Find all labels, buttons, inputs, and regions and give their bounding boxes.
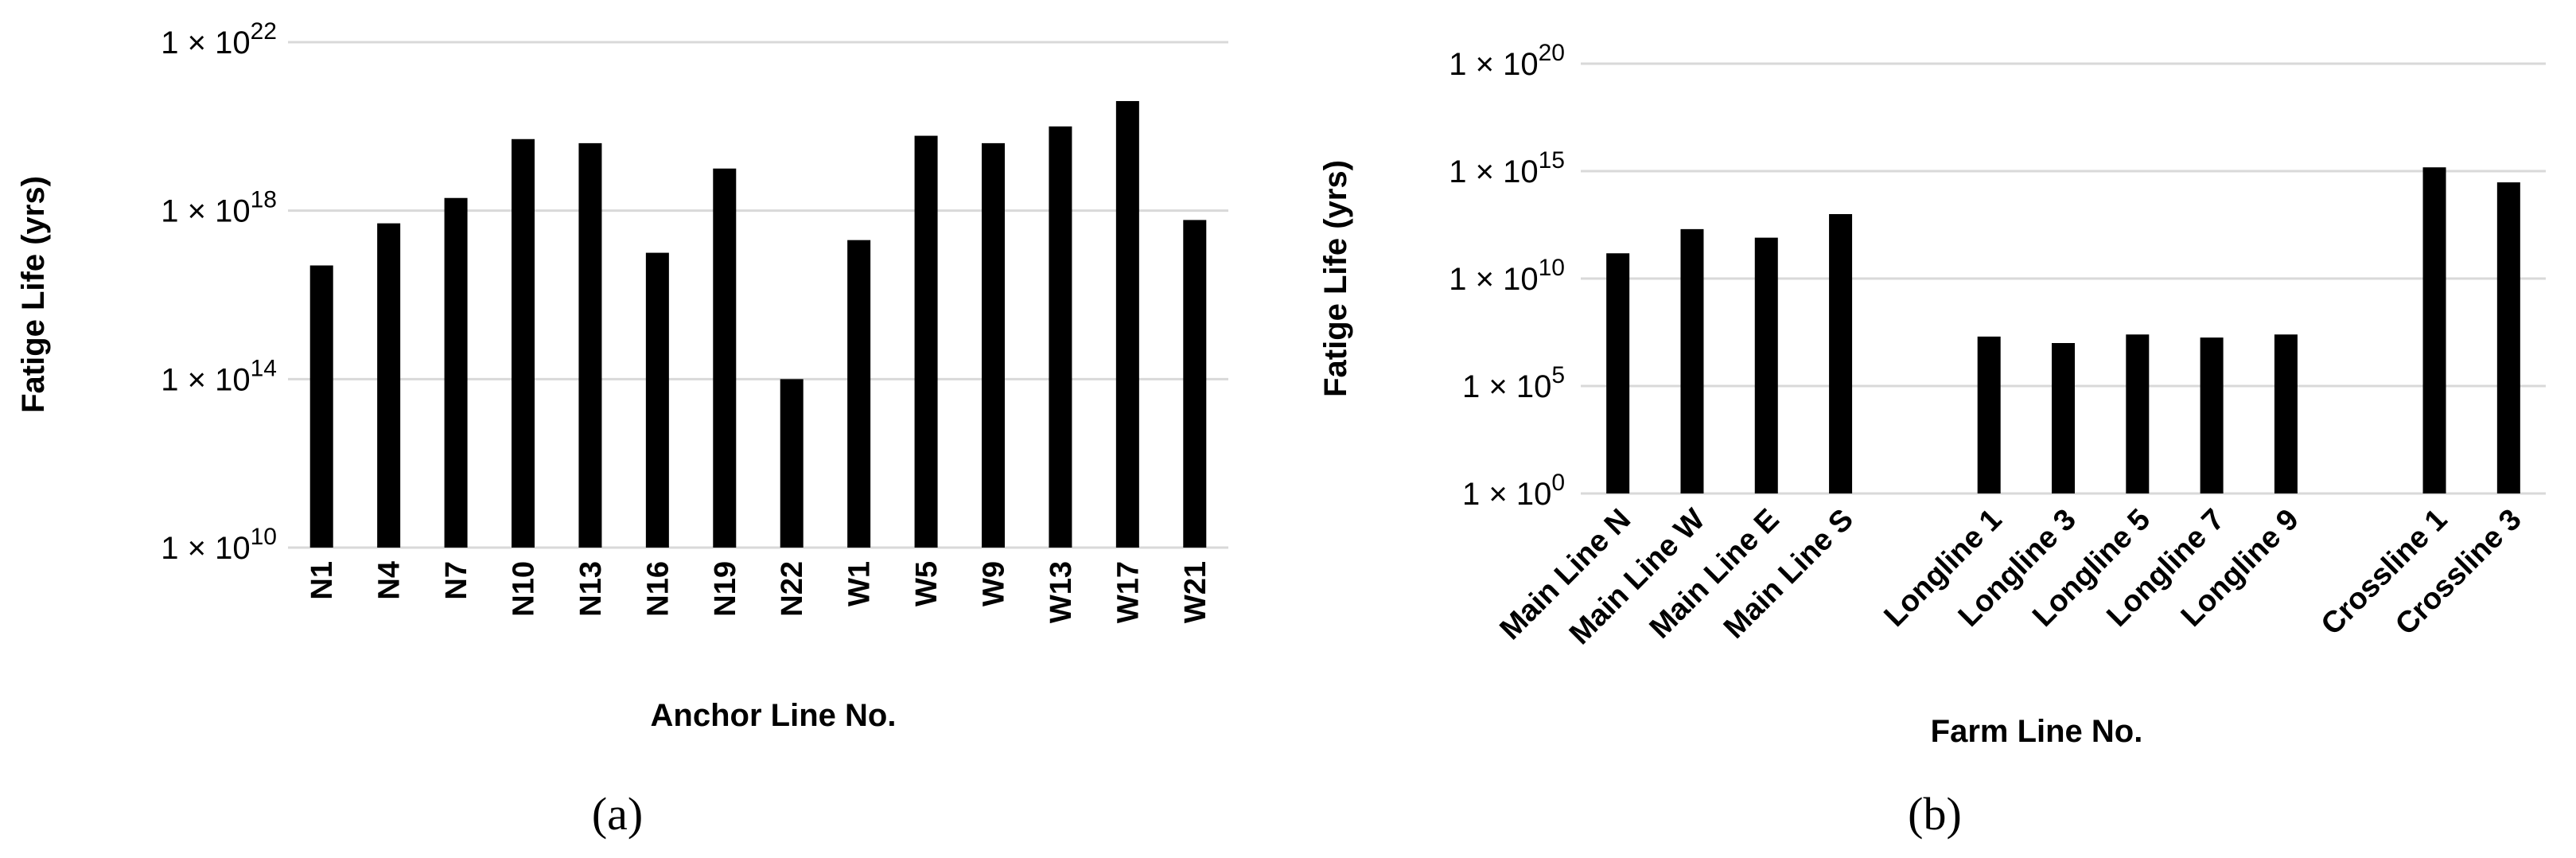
bar-longline-1	[1977, 336, 2001, 493]
y-tick-label: 1 × 1022	[161, 18, 277, 60]
x-tick-label: W5	[910, 561, 944, 606]
bar-n10	[512, 138, 535, 548]
y-tick-label: 1 × 105	[1462, 362, 1565, 404]
y-axis-title: Fatige Life (yrs)	[1318, 160, 1353, 397]
bar-crossline-1	[2422, 167, 2446, 493]
bar-main-line-w	[1680, 228, 1704, 493]
panel-caption-a: (a)	[592, 788, 643, 840]
chart-panel-b: 1 × 100 1 × 105 1 × 1010 1 × 1015 1 × 1020 Ma…	[1318, 40, 2546, 749]
bar-n7	[444, 197, 468, 548]
x-tick-label: N10	[508, 561, 541, 617]
bar-n19	[713, 168, 737, 548]
bar-crossline-3	[2496, 182, 2520, 493]
panel-caption-b: (b)	[1908, 788, 1962, 840]
x-tick-label: N1	[305, 561, 339, 600]
x-tick-label: W17	[1111, 561, 1145, 623]
y-tick-label: 1 × 1018	[161, 187, 277, 229]
bar-w5	[914, 135, 938, 548]
bar-longline-3	[2052, 343, 2075, 493]
bar-main-line-e	[1754, 237, 1778, 493]
bar-n4	[377, 223, 401, 548]
x-tick-label: N19	[709, 561, 742, 617]
bar-n13	[578, 142, 602, 548]
y-tick-label: 1 × 1015	[1449, 147, 1565, 189]
bar-w9	[982, 142, 1005, 548]
x-tick-label: W1	[843, 561, 877, 606]
y-tick-label: 1 × 1020	[1449, 40, 1565, 82]
bar-w21	[1183, 220, 1207, 548]
x-tick-label: N16	[641, 561, 675, 617]
x-tick-label: W9	[978, 561, 1011, 606]
x-tick-label: N7	[440, 561, 473, 600]
bar-n16	[645, 252, 669, 548]
x-tick-label: W13	[1045, 561, 1078, 623]
bar-n22	[780, 379, 804, 548]
bar-longline-5	[2126, 334, 2150, 493]
y-axis-title: Fatige Life (yrs)	[16, 176, 51, 413]
bar-main-line-n	[1606, 253, 1630, 493]
bar-longline-7	[2200, 337, 2224, 493]
y-tick-label: 1 × 100	[1462, 470, 1565, 512]
x-tick-label: N13	[574, 561, 608, 617]
bar-n1	[309, 265, 333, 548]
x-axis-title: Farm Line No.	[1931, 714, 2143, 749]
x-tick-label: N22	[776, 561, 809, 617]
y-tick-label: 1 × 1010	[161, 524, 277, 566]
bar-w13	[1049, 126, 1072, 548]
bar-w1	[847, 240, 871, 548]
y-tick-label: 1 × 1014	[161, 355, 277, 397]
x-tick-label: W21	[1179, 561, 1212, 623]
bar-longline-9	[2274, 334, 2298, 493]
chart-panel-a: 1 × 1010 1 × 1014 1 × 1018 1 × 1022 N1 N4 N7 N1…	[16, 18, 1228, 733]
x-tick-label: Main Line S	[1718, 503, 1860, 645]
bar-main-line-s	[1829, 214, 1853, 493]
x-axis-title: Anchor Line No.	[651, 698, 897, 733]
bar-w17	[1115, 100, 1139, 548]
y-tick-label: 1 × 1010	[1449, 255, 1565, 297]
x-tick-label: N4	[373, 561, 407, 600]
